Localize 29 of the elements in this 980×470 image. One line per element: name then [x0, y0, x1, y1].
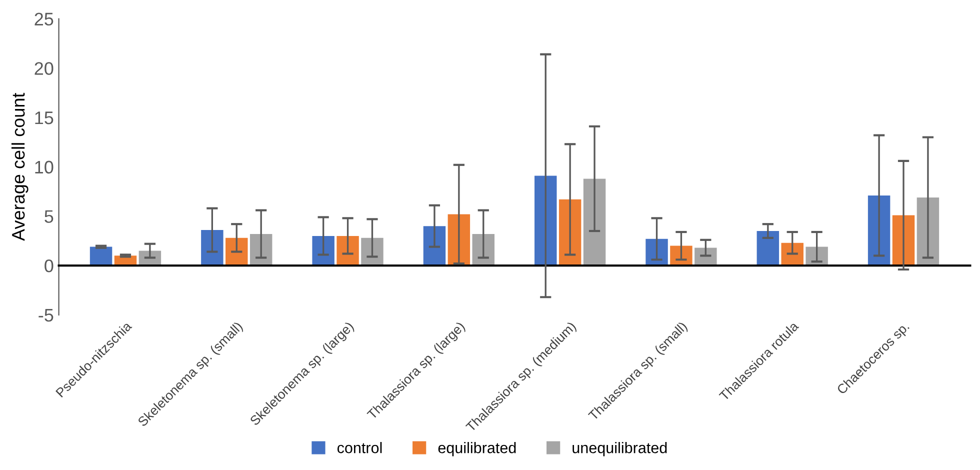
bar [534, 176, 557, 266]
y-axis-title: Average cell count [11, 92, 28, 241]
y-tick-label: 5 [44, 210, 54, 223]
bar [423, 226, 446, 266]
bar [916, 197, 940, 266]
y-tick-label: -5 [38, 309, 54, 322]
bar [558, 199, 582, 266]
bar [90, 246, 112, 266]
bar [312, 236, 334, 266]
bar [583, 178, 606, 266]
y-tick-label: 10 [35, 160, 54, 174]
bar [472, 234, 494, 266]
bar [226, 238, 248, 266]
legend-label: equilibrated [438, 442, 516, 456]
legend-label: control [337, 442, 382, 454]
bar [694, 248, 717, 266]
bar [756, 231, 780, 266]
legend-label: unequilibrated [572, 442, 667, 456]
bar [250, 234, 272, 266]
bar [781, 242, 804, 266]
bar [361, 238, 384, 266]
y-tick-label: 0 [44, 259, 54, 272]
bar [336, 236, 359, 266]
y-tick-label: 20 [34, 62, 54, 75]
bar [201, 230, 224, 266]
y-tick-label: 25 [34, 12, 54, 26]
bar [646, 238, 668, 266]
bar [868, 195, 890, 266]
y-tick-label: 15 [35, 112, 54, 124]
